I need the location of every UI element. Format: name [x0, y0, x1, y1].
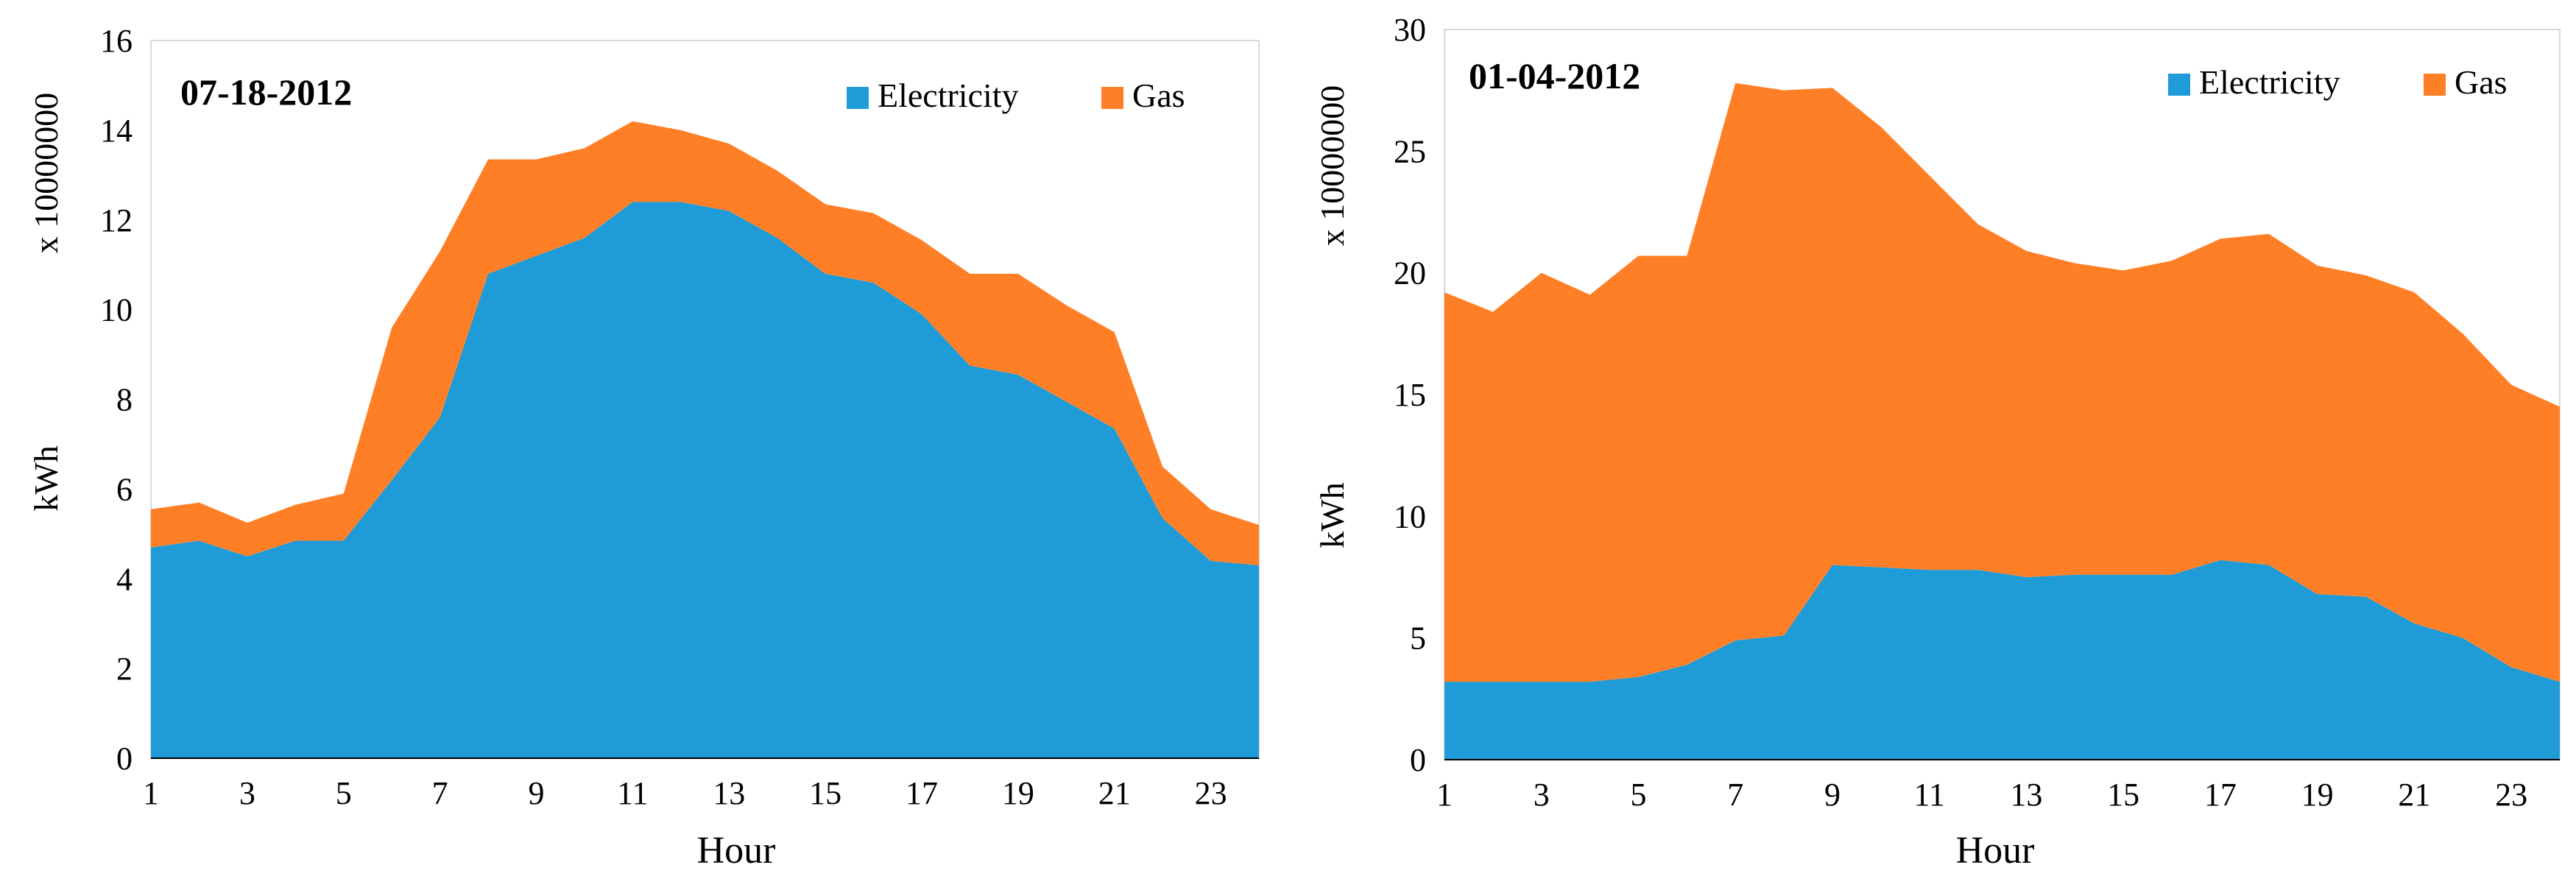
legend-label-gas-right: Gas — [2455, 63, 2508, 101]
x-axis-label-right: Hour — [1956, 830, 2035, 872]
legend-label-gas-left: Gas — [1132, 77, 1185, 114]
area-gas-left — [151, 121, 1259, 565]
x-tick-label-right: 9 — [1824, 777, 1841, 813]
y-tick-label-left: 6 — [116, 471, 133, 507]
x-tick-label-left: 9 — [528, 775, 544, 811]
y-tick-label-left: 12 — [100, 202, 133, 239]
x-tick-label-left: 11 — [617, 775, 648, 811]
x-tick-label-left: 23 — [1195, 775, 1227, 811]
x-tick-label-right: 23 — [2495, 777, 2527, 813]
x-tick-label-left: 3 — [239, 775, 255, 811]
y-tick-label-left: 8 — [116, 382, 133, 418]
y-tick-label-right: 30 — [1394, 12, 1426, 48]
x-tick-label-right: 7 — [1727, 777, 1743, 813]
x-axis-label-left: Hour — [697, 830, 776, 872]
x-tick-label-right: 3 — [1534, 777, 1550, 813]
chart-title-left: 07-18-2012 — [180, 71, 352, 113]
y-tick-label-left: 0 — [116, 741, 133, 777]
y-tick-label-left: 4 — [116, 561, 133, 597]
x-tick-label-right: 19 — [2301, 777, 2334, 813]
area-electricity-right — [1444, 559, 2560, 760]
y-tick-label-right: 5 — [1410, 621, 1426, 657]
x-tick-label-right: 17 — [2204, 777, 2237, 813]
legend-swatch-gas-left — [1101, 87, 1123, 109]
x-tick-label-left: 17 — [906, 775, 938, 811]
y-tick-label-right: 25 — [1394, 133, 1426, 169]
y-tick-label-right: 0 — [1410, 742, 1426, 778]
y-axis-label-right: kWh — [1313, 482, 1351, 548]
x-tick-label-right: 15 — [2107, 777, 2139, 813]
x-tick-label-right: 1 — [1436, 777, 1453, 813]
y-axis-label-left: kWh — [27, 445, 65, 511]
x-tick-label-left: 21 — [1098, 775, 1131, 811]
x-tick-label-right: 21 — [2398, 777, 2430, 813]
area-electricity-left — [151, 202, 1259, 758]
legend-label-electricity-right: Electricity — [2199, 63, 2340, 101]
area-gas-right — [1444, 82, 2560, 682]
x-tick-label-left: 7 — [432, 775, 448, 811]
y-tick-label-left: 2 — [116, 651, 133, 687]
legend-swatch-gas-right — [2424, 74, 2446, 96]
x-tick-label-right: 13 — [2010, 777, 2042, 813]
x-tick-label-right: 11 — [1914, 777, 1945, 813]
legend-label-electricity-left: Electricity — [878, 77, 1019, 114]
y-tick-label-left: 10 — [100, 292, 133, 328]
y-tick-label-right: 10 — [1394, 498, 1426, 534]
y-tick-label-right: 15 — [1394, 377, 1426, 413]
legend-swatch-electricity-left — [847, 87, 869, 109]
y-tick-label-left: 14 — [100, 113, 133, 149]
x-tick-label-left: 19 — [1002, 775, 1034, 811]
y-tick-label-left: 16 — [100, 23, 133, 59]
x-tick-label-right: 5 — [1630, 777, 1646, 813]
y-axis-scale-left: x 10000000 — [27, 93, 65, 254]
y-axis-scale-right: x 10000000 — [1313, 85, 1351, 247]
legend-swatch-electricity-right — [2168, 74, 2190, 96]
x-tick-label-left: 13 — [713, 775, 745, 811]
x-tick-label-left: 5 — [336, 775, 352, 811]
chart-title-right: 01-04-2012 — [1469, 55, 1640, 96]
x-tick-label-left: 1 — [143, 775, 159, 811]
y-tick-label-right: 20 — [1394, 255, 1426, 292]
x-tick-label-left: 15 — [809, 775, 841, 811]
